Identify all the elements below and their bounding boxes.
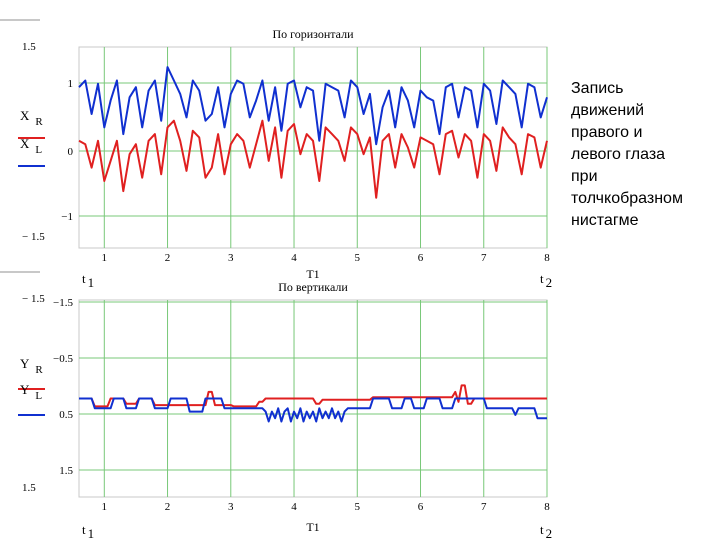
series-line-y-l — [79, 397, 547, 423]
series-line-y-r — [79, 384, 547, 408]
x-tick-label: 1 — [102, 252, 108, 264]
x-tick-label: 3 — [228, 501, 234, 513]
y-tick-label: 0.5 — [59, 409, 73, 421]
x-tick-label: 4 — [291, 252, 297, 264]
outer-range-label: − 1.5 — [22, 293, 45, 305]
caption-line: при — [571, 168, 598, 185]
caption-line: левого глаза — [571, 146, 666, 163]
x-tick-label: 6 — [418, 252, 424, 264]
x-axis-label: T1 — [306, 520, 319, 534]
caption-line: толчкобразном — [571, 190, 683, 207]
x-tick-label: 3 — [228, 252, 234, 264]
y-tick-label: −1 — [61, 211, 73, 223]
x-tick-label: 2 — [165, 252, 171, 264]
chart-title: По горизонтали — [272, 27, 354, 41]
x-tick-label: 8 — [544, 501, 550, 513]
x-tick-label: 7 — [481, 252, 487, 264]
x-tick-label: 6 — [418, 501, 424, 513]
x-tick-label: 8 — [544, 252, 550, 264]
y-tick-label: 0 — [68, 146, 74, 158]
caption-line: движений — [571, 102, 645, 119]
y-tick-label: −0.5 — [53, 353, 73, 365]
caption-line: Запись — [571, 80, 624, 97]
x-tick-label: 4 — [291, 501, 297, 513]
x-tick-label: 5 — [355, 252, 361, 264]
series-line-x-l — [78, 66, 548, 146]
series-line-x-r — [78, 119, 548, 199]
plot-frame — [78, 46, 548, 249]
y-tick-label: −1.5 — [53, 297, 73, 309]
x-axis-label: T1 — [306, 267, 319, 281]
chart-title: По вертикали — [278, 280, 348, 294]
x-tick-label: 1 — [102, 501, 108, 513]
y-tick-label: 1 — [68, 78, 74, 90]
outer-range-label: 1.5 — [22, 482, 36, 494]
y-tick-label: 1.5 — [59, 465, 73, 477]
x-tick-label: 2 — [165, 501, 171, 513]
caption-text: Запись движений правого и левого глаза п… — [571, 78, 711, 232]
x-tick-label: 7 — [481, 501, 487, 513]
x-tick-label: 5 — [355, 501, 361, 513]
caption-line: правого и — [571, 124, 643, 141]
outer-range-label: − 1.5 — [22, 231, 45, 243]
outer-range-label: 1.5 — [22, 41, 36, 53]
caption-line: нистагме — [571, 212, 639, 229]
